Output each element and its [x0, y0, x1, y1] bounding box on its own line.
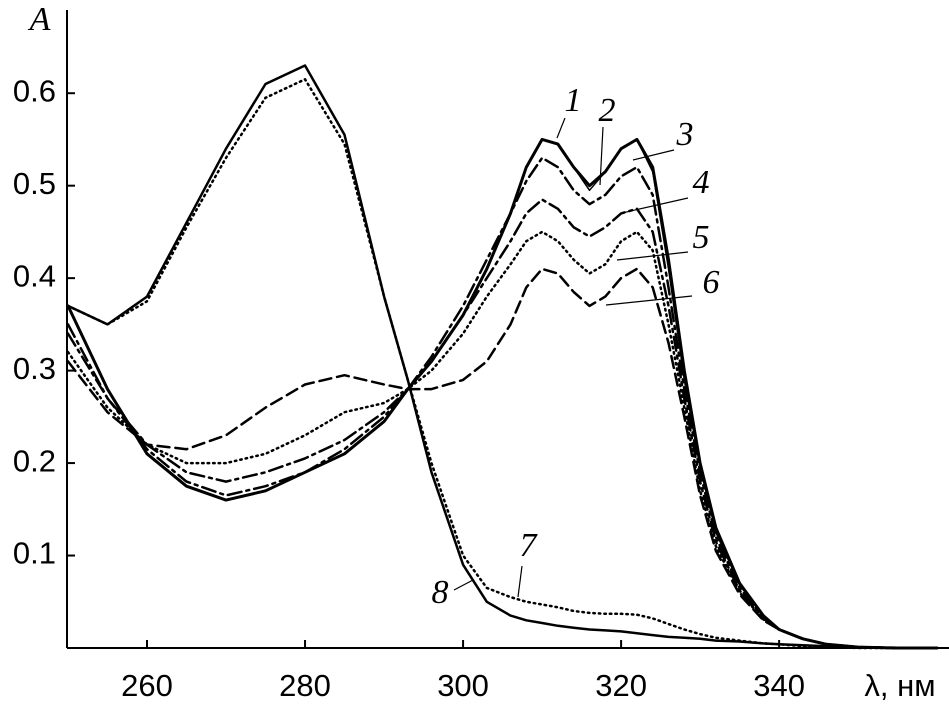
y-tick-label: 0.6 — [13, 73, 56, 108]
spectrum-line — [66, 267, 939, 650]
y-tick-label: 0.1 — [13, 536, 56, 571]
spectrum-line — [66, 198, 939, 650]
curve-label: 3 — [676, 116, 694, 153]
y-tick-label: 0.3 — [13, 351, 56, 386]
y-tick-label: 0.4 — [13, 258, 56, 293]
spectrum-line — [66, 78, 939, 650]
spectrum-line — [66, 64, 939, 650]
x-axis-label: λ, нм — [864, 668, 935, 703]
curve-label: 6 — [703, 264, 720, 301]
spectrum-line — [66, 137, 939, 650]
curve-label: 8 — [432, 574, 449, 611]
spectrum-line — [66, 156, 939, 650]
y-axis-label: A — [28, 1, 51, 38]
x-tick-label: 300 — [437, 668, 489, 703]
spectrum-line — [67, 138, 938, 649]
curve-label: 7 — [520, 527, 539, 564]
x-tick-label: 320 — [595, 668, 647, 703]
curve-label: 5 — [693, 219, 710, 256]
spectrum-line — [66, 230, 939, 650]
y-tick-label: 0.2 — [13, 443, 56, 478]
curve-label: 2 — [599, 92, 616, 129]
x-tick-label: 340 — [753, 668, 805, 703]
curve-label: 1 — [565, 82, 582, 119]
x-tick-label: 260 — [121, 668, 173, 703]
x-tick-label: 280 — [279, 668, 331, 703]
curve-label: 4 — [693, 164, 710, 201]
y-tick-label: 0.5 — [13, 166, 56, 201]
